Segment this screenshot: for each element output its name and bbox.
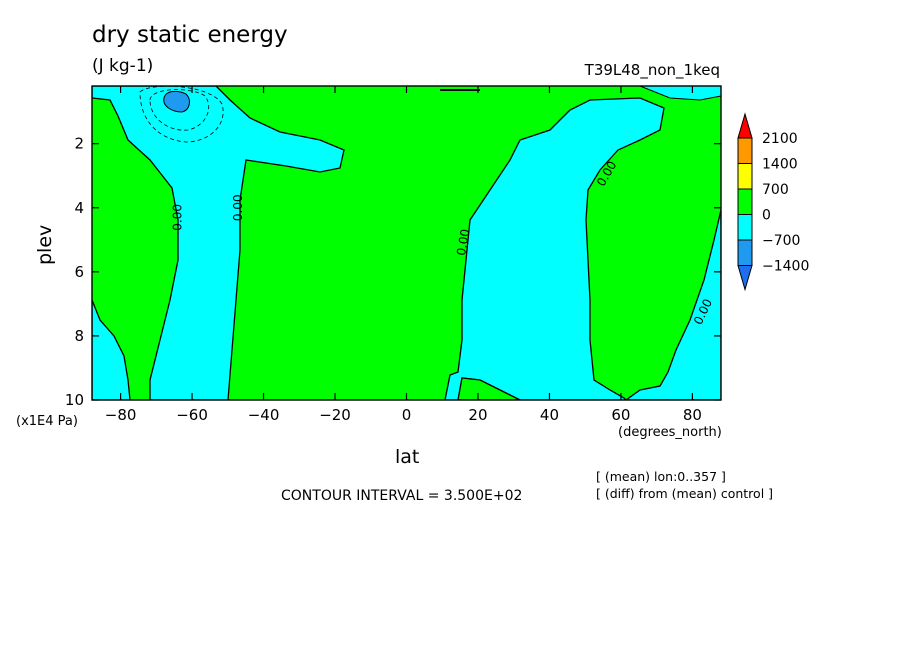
field-negative-region-southern [92,86,345,400]
run-label: T39L48_non_1keq [584,61,720,79]
x-tick-label: −40 [248,406,280,424]
x-tick-label: −80 [105,406,137,424]
field-positive-island [457,377,521,400]
x-tick-label: 0 [402,406,412,424]
contour-label: 0.00 [454,228,472,257]
y-axis-ticks: 2 4 6 8 10 [65,135,721,409]
colorbar-label: 700 [762,182,789,198]
colorbar-segment [737,163,753,190]
contour-fill-layer [92,86,721,400]
chart-units: (J kg-1) [92,56,154,76]
x-tick-label: 40 [540,406,559,424]
colorbar-label: 2100 [762,131,798,147]
y-axis-unit: (x1E4 Pa) [16,414,78,429]
colorbar-label: −700 [762,233,800,249]
colorbar-segment [737,188,753,215]
contour-label: 0.00 [231,194,245,221]
y-tick-label: 6 [74,263,84,281]
y-tick-label: 10 [65,391,84,409]
x-tick-label: 20 [468,406,487,424]
x-tick-label: −20 [319,406,351,424]
field-negative-corner-left [92,299,131,400]
colorbar-label: 0 [762,208,771,224]
colorbar: 2100 1400 700 0 −700 −1400 [737,112,809,292]
colorbar-label: 1400 [762,157,798,173]
note-mean: [ (mean) lon:0..357 ] [596,469,726,484]
x-tick-label: 80 [683,406,702,424]
y-tick-label: 4 [74,199,84,217]
note-diff: [ (diff) from (mean) control ] [596,486,774,501]
colorbar-top-arrow [737,112,753,139]
contour-interval: CONTOUR INTERVAL = 3.500E+02 [281,488,523,504]
colorbar-segment [737,214,753,241]
x-tick-label: −60 [176,406,208,424]
colorbar-bottom-arrow [737,265,753,292]
contour-dashed-inner [149,89,210,131]
y-tick-label: 2 [74,135,84,153]
colorbar-segment [737,137,753,164]
colorbar-segment [737,239,753,266]
x-axis-unit: (degrees_north) [618,425,722,440]
field-negative-edge-right [624,209,721,400]
field-strong-negative-blob [163,90,190,113]
y-tick-label: 8 [74,327,84,345]
contour-label: 0.00 [170,204,184,231]
x-tick-label: 60 [611,406,630,424]
x-axis-ticks: −80 −60 −40 −20 0 20 40 60 80 [105,86,702,424]
field-negative-region-northern [444,97,665,400]
field-negative-top-right [639,86,721,101]
x-axis-label: lat [395,446,420,468]
chart-title: dry static energy [92,22,288,48]
colorbar-label: −1400 [762,259,809,275]
